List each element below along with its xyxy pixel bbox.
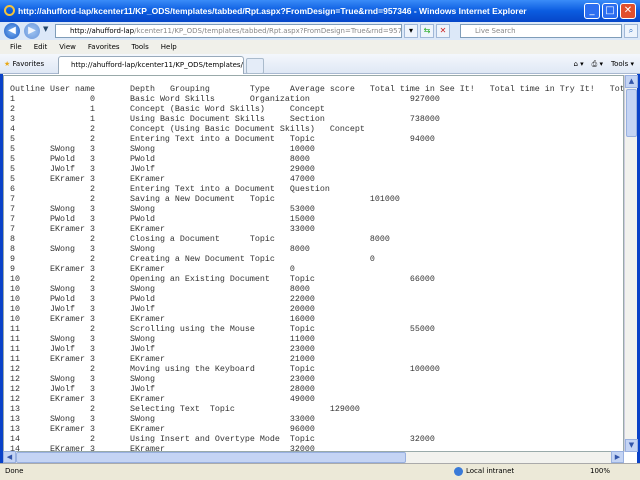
home-icon[interactable]: ⌂ ▾ <box>573 60 584 68</box>
tab-report[interactable]: http://ahufford-lap/kcenter11/KP_ODS/tem… <box>58 56 244 74</box>
print-icon[interactable]: ⎙ ▾ <box>591 60 603 68</box>
scroll-up-button[interactable]: ▲ <box>625 75 638 88</box>
favorites-button[interactable]: ★ Favorites <box>4 60 45 68</box>
report-line: 10 2 Opening an Existing Document Topic … <box>10 274 435 284</box>
report-line: 5 PWold 3 PWold 8000 <box>10 154 310 164</box>
report-line: 1 0 Basic Word Skills Organization 92700… <box>10 94 440 104</box>
report-line: 12 SWong 3 SWong 23000 <box>10 374 315 384</box>
report-line: 7 2 Saving a New Document Topic 101000 <box>10 194 400 204</box>
url-input[interactable]: http://ahufford-lap/kcenter11/KP_ODS/tem… <box>55 24 402 38</box>
zoom-level[interactable]: 100% <box>590 467 611 475</box>
report-line: 12 2 Moving using the Keyboard Topic 100… <box>10 364 440 374</box>
report-line: 9 2 Creating a New Document Topic 0 <box>10 254 375 264</box>
report-line: 7 PWold 3 PWold 15000 <box>10 214 315 224</box>
security-zone: Local intranet <box>466 467 515 475</box>
address-bar: ◀ ▶ ▼ http://ahufford-lap/kcenter11/KP_O… <box>0 22 640 40</box>
horizontal-scroll-thumb[interactable] <box>16 452 406 463</box>
ie-logo-icon <box>4 5 15 16</box>
recent-pages-dropdown[interactable]: ▼ <box>43 25 49 33</box>
report-line: 7 EKramer 3 EKramer 33000 <box>10 224 315 234</box>
report-line: 14 EKramer 3 EKramer 32000 <box>10 444 315 452</box>
favorites-bar: ★ Favorites http://ahufford-lap/kcenter1… <box>0 54 640 74</box>
report-line: 13 SWong 3 SWong 33000 <box>10 414 315 424</box>
report-line: 5 EKramer 3 EKramer 47000 <box>10 174 315 184</box>
status-bar: Done Local intranet 100% <box>0 463 640 480</box>
report-line: 5 2 Entering Text into a Document Topic … <box>10 134 435 144</box>
url-dropdown-button[interactable]: ▾ <box>404 24 418 38</box>
scroll-left-button[interactable]: ◀ <box>3 451 16 463</box>
horizontal-scrollbar[interactable]: ◀ ▶ <box>3 451 624 463</box>
report-line: 2 1 Concept (Basic Word Skills) Concept <box>10 104 325 114</box>
report-line: 6 2 Entering Text into a Document Questi… <box>10 184 330 194</box>
menu-help[interactable]: Help <box>160 43 177 51</box>
scroll-right-button[interactable]: ▶ <box>611 451 624 463</box>
minimize-button[interactable]: _ <box>584 3 600 19</box>
forward-button[interactable]: ▶ <box>24 23 40 39</box>
report-line: 12 JWolf 3 JWolf 28000 <box>10 384 315 394</box>
refresh-icon[interactable]: ⇆ <box>420 24 434 38</box>
tools-button[interactable]: Tools ▾ <box>611 60 634 68</box>
scroll-down-button[interactable]: ▼ <box>625 439 638 452</box>
report-line: 5 JWolf 3 JWolf 29000 <box>10 164 315 174</box>
search-input[interactable]: Live Search <box>460 24 622 38</box>
report-line: 11 EKramer 3 EKramer 21000 <box>10 354 315 364</box>
report-line: 14 2 Using Insert and Overtype Mode Topi… <box>10 434 435 444</box>
maximize-button[interactable]: □ <box>602 3 618 19</box>
report-line: 3 1 Using Basic Document Skills Section … <box>10 114 440 124</box>
menu-view[interactable]: View <box>59 43 76 51</box>
report-line: 5 SWong 3 SWong 10000 <box>10 144 315 154</box>
report-line: 11 JWolf 3 JWolf 23000 <box>10 344 315 354</box>
stop-icon[interactable]: ✕ <box>436 24 450 38</box>
star-icon: ★ <box>4 60 11 68</box>
report-text: Outline User name Depth Grouping Type Av… <box>10 84 624 452</box>
search-icon[interactable]: ⌕ <box>624 24 638 38</box>
report-line: 13 EKramer 3 EKramer 96000 <box>10 424 315 434</box>
report-line: 9 EKramer 3 EKramer 0 <box>10 264 295 274</box>
window-title: http://ahufford-lap/kcenter11/KP_ODS/tem… <box>18 6 527 16</box>
report-line: 11 2 Scrolling using the Mouse Topic 550… <box>10 324 435 334</box>
status-text: Done <box>5 467 24 475</box>
report-line: 13 2 Selecting Text Topic 129000 <box>10 404 360 414</box>
report-line: 4 2 Concept (Using Basic Document Skills… <box>10 124 365 134</box>
report-line: 11 SWong 3 SWong 11000 <box>10 334 315 344</box>
report-line: 8 2 Closing a Document Topic 8000 <box>10 234 390 244</box>
close-button[interactable]: ✕ <box>620 3 636 19</box>
report-line: 10 PWold 3 PWold 22000 <box>10 294 315 304</box>
title-bar: http://ahufford-lap/kcenter11/KP_ODS/tem… <box>0 0 640 22</box>
report-line: 12 EKramer 3 EKramer 49000 <box>10 394 315 404</box>
report-header-line: Outline User name Depth Grouping Type Av… <box>10 84 624 94</box>
vertical-scrollbar[interactable]: ▲ ▼ <box>624 75 638 452</box>
menu-edit[interactable]: Edit <box>33 43 48 51</box>
intranet-icon <box>454 467 463 476</box>
report-line: 10 JWolf 3 JWolf 20000 <box>10 304 315 314</box>
report-line: 7 SWong 3 SWong 53000 <box>10 204 315 214</box>
menu-bar: File Edit View Favorites Tools Help <box>0 40 640 54</box>
menu-tools[interactable]: Tools <box>131 43 149 51</box>
report-line: 10 EKramer 3 EKramer 16000 <box>10 314 315 324</box>
menu-file[interactable]: File <box>10 43 22 51</box>
vertical-scroll-thumb[interactable] <box>626 89 637 137</box>
new-tab-button[interactable] <box>246 58 264 74</box>
report-line: 8 SWong 3 SWong 8000 <box>10 244 310 254</box>
menu-favorites[interactable]: Favorites <box>87 43 120 51</box>
back-button[interactable]: ◀ <box>4 23 20 39</box>
report-line: 10 SWong 3 SWong 8000 <box>10 284 310 294</box>
page-content: Outline User name Depth Grouping Type Av… <box>3 75 624 452</box>
